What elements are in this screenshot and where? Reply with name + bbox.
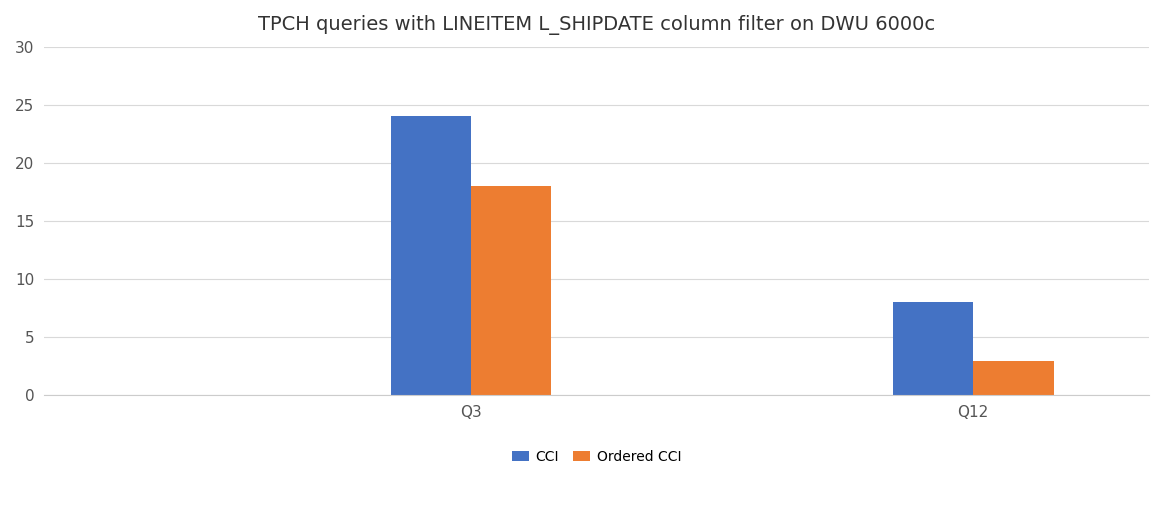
Bar — [471, 186, 552, 395]
Bar — [973, 361, 1053, 395]
Legend: CCI, Ordered CCI: CCI, Ordered CCI — [506, 444, 687, 470]
Bar — [391, 117, 471, 395]
Title: TPCH queries with LINEITEM L_SHIPDATE column filter on DWU 6000c: TPCH queries with LINEITEM L_SHIPDATE co… — [258, 15, 935, 35]
Bar — [893, 302, 973, 395]
